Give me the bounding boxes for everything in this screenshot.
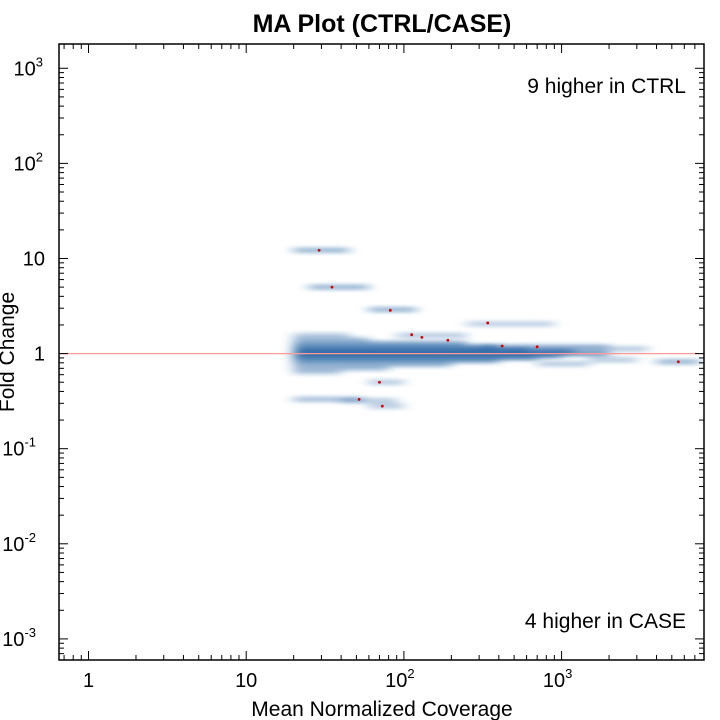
y-tick-label: 10 (23, 248, 45, 270)
density-band (466, 320, 555, 327)
data-point (317, 248, 321, 252)
y-tick-label: 102 (14, 149, 43, 175)
density-band (514, 345, 648, 352)
y-tick-label: 10-3 (2, 625, 36, 651)
density-band (341, 397, 397, 404)
plot-frame (58, 43, 705, 661)
annotation-higher-in-case: 4 higher in CASE (525, 610, 686, 633)
plot-clip-group (59, 247, 704, 410)
data-point (420, 335, 424, 339)
density-band (368, 306, 417, 313)
x-axis-label: Mean Normalized Coverage (251, 698, 512, 720)
y-tick-label: 103 (14, 54, 43, 80)
density-band (293, 332, 350, 339)
density-band (293, 365, 389, 372)
density-band (308, 284, 369, 291)
density-band (293, 396, 363, 403)
data-point (676, 360, 680, 364)
chart-title: MA Plot (CTRL/CASE) (253, 10, 512, 38)
density-band (368, 403, 404, 410)
x-tick-label: 1 (83, 670, 94, 692)
data-point (486, 321, 490, 325)
x-tick-label: 10 (235, 670, 257, 692)
data-point (378, 380, 381, 384)
density-band (293, 336, 369, 343)
annotation-higher-in-ctrl: 9 higher in CTRL (527, 75, 686, 98)
data-point (330, 285, 334, 289)
y-axis-label: Fold Change (0, 292, 19, 412)
density-band (293, 369, 342, 376)
y-tick-label: 10-2 (2, 530, 36, 556)
data-point (446, 338, 450, 342)
y-tick-label: 10-1 (2, 435, 36, 461)
data-point (535, 345, 539, 349)
density-band (368, 379, 404, 386)
density-band (293, 340, 467, 347)
x-tick-label: 103 (543, 666, 572, 692)
density-band (293, 361, 452, 368)
data-point (357, 397, 361, 401)
data-point (388, 308, 392, 312)
x-tick-label: 102 (385, 666, 414, 692)
data-point (500, 344, 504, 348)
density-band (589, 356, 637, 363)
density-band (396, 332, 467, 339)
density-band (293, 247, 350, 254)
density-band (293, 357, 499, 364)
plot-area (58, 43, 705, 661)
data-point (410, 333, 414, 337)
density-band (537, 360, 590, 367)
data-point (380, 404, 384, 408)
y-tick-label: 1 (34, 344, 45, 366)
